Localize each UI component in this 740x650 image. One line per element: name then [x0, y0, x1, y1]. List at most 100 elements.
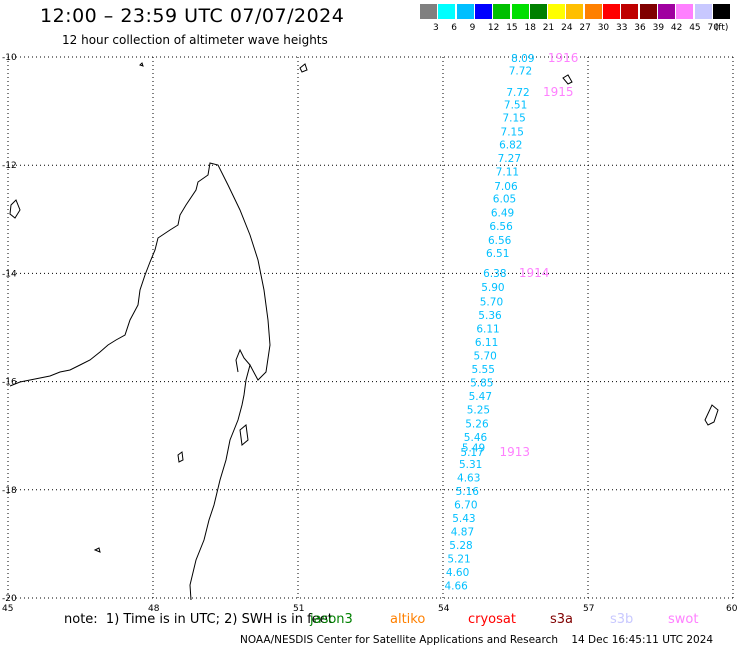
wave-height-label: 7.72 — [509, 66, 532, 78]
legend-swatch — [456, 4, 474, 19]
legend-label: (ft) — [714, 23, 729, 33]
legend-label: 30 — [597, 23, 610, 33]
satellite-label: altiko — [390, 612, 426, 627]
lon-tick-label: 48 — [148, 604, 160, 614]
legend-swatch — [420, 4, 437, 19]
island — [177, 451, 184, 463]
wave-height-label: 6.05 — [493, 194, 516, 206]
legend-swatch — [529, 4, 547, 19]
wave-height-label: 6.56 — [489, 221, 513, 233]
satellite-label: s3b — [610, 612, 634, 627]
wave-height-label: 5.25 — [467, 405, 490, 417]
lon-tick-label: 45 — [2, 604, 13, 614]
wave-height-label: 7.11 — [496, 167, 519, 179]
wave-height-label: 6.11 — [476, 324, 499, 336]
island — [704, 404, 719, 426]
lat-tick-label: -16 — [2, 378, 17, 388]
satellite-label: cryosat — [468, 612, 516, 627]
lat-tick-label: -14 — [2, 269, 17, 279]
wave-height-label: 5.90 — [481, 282, 504, 294]
legend-label: 15 — [506, 23, 518, 33]
footer-note: note: 1) Time is in UTC; 2) SWH is in fe… — [64, 612, 333, 627]
wave-height-labels: 8.097.727.727.517.157.156.827.277.117.06… — [444, 53, 534, 592]
wave-height-label: 5.47 — [469, 391, 492, 403]
wave-height-label: 4.60 — [446, 567, 469, 579]
legend-label: 39 — [652, 23, 665, 33]
legend-label: 12 — [487, 23, 500, 33]
mainland-coast — [9, 162, 271, 601]
legend-swatch — [438, 4, 456, 19]
island — [9, 199, 21, 219]
track-label: 1914 — [519, 266, 550, 280]
wave-height-label: 5.36 — [478, 310, 502, 322]
track-labels: 1916 1915 1914 1913 — [500, 51, 579, 459]
legend-label: 6 — [451, 23, 458, 33]
satellite-label: jason3 — [310, 612, 353, 627]
lat-lon-grid — [7, 56, 734, 599]
legend-swatch — [694, 4, 712, 19]
legend-label: 18 — [524, 23, 536, 33]
wave-height-label: 5.70 — [480, 297, 503, 309]
wave-height-label: 4.63 — [457, 472, 480, 484]
wave-height-label: 5.49 — [462, 443, 485, 455]
wave-height-label: 7.15 — [501, 127, 524, 139]
legend-swatch — [712, 4, 730, 19]
wave-height-label: 7.15 — [502, 113, 525, 125]
lon-tick-label: 51 — [293, 604, 304, 614]
legend-label: 3 — [433, 23, 439, 33]
wave-height-label: 5.28 — [449, 540, 472, 552]
lon-tick-label: 60 — [726, 604, 738, 614]
wave-height-label: 5.21 — [447, 554, 470, 566]
lat-tick-label: -20 — [2, 594, 17, 604]
wave-height-label: 6.82 — [499, 140, 522, 152]
wave-height-label: 7.06 — [494, 181, 518, 193]
wave-height-label: 5.46 — [464, 432, 488, 444]
map-title: 12:00 – 23:59 UTC 07/07/2024 — [40, 5, 345, 27]
wave-height-label: 6.49 — [491, 207, 514, 219]
legend-swatch — [474, 4, 492, 19]
legend-label: 70 — [707, 23, 719, 33]
wave-height-label: 4.66 — [444, 581, 468, 593]
map-subtitle: 12 hour collection of altimeter wave hei… — [62, 33, 328, 47]
legend-swatch — [511, 4, 529, 19]
legend-swatch — [657, 4, 675, 19]
satellite-label: swot — [668, 612, 699, 627]
legend-label: 45 — [689, 23, 701, 33]
island — [93, 547, 101, 553]
coastline — [9, 62, 719, 601]
island — [562, 74, 573, 85]
legend-label: 33 — [616, 23, 628, 33]
island — [239, 424, 249, 446]
wave-height-label: 6.70 — [454, 499, 477, 511]
legend-swatch — [639, 4, 657, 19]
track-label: 1913 — [500, 445, 531, 459]
legend-label: 21 — [542, 23, 555, 33]
wave-height-label: 5.26 — [465, 418, 489, 430]
wave-height-label: 7.27 — [498, 153, 521, 165]
wave-height-label: 5.31 — [459, 459, 482, 471]
wave-height-label: 6.38 — [483, 268, 506, 280]
wave-height-label: 6.56 — [488, 235, 512, 247]
credit-line: NOAA/NESDIS Center for Satellite Applica… — [240, 634, 714, 646]
legend-label: 36 — [634, 23, 646, 33]
legend-label: 9 — [469, 23, 476, 33]
wave-height-label: 5.43 — [452, 513, 475, 525]
bay-coast — [235, 348, 251, 373]
wave-height-label: 5.85 — [470, 378, 493, 390]
legend-swatch — [548, 4, 566, 19]
wave-height-label: 5.16 — [456, 486, 480, 498]
wave-height-label: 4.87 — [451, 526, 474, 538]
legend-label: 27 — [579, 23, 591, 33]
wave-height-label: 6.11 — [475, 337, 498, 349]
wave-height-label: 7.72 — [506, 87, 529, 99]
wave-height-label: 5.55 — [472, 364, 495, 376]
track-label: 1915 — [543, 85, 574, 99]
lat-tick-label: -12 — [2, 161, 17, 171]
legend-swatch — [603, 4, 620, 19]
legend-swatch — [676, 4, 694, 19]
lat-tick-label: -18 — [2, 486, 17, 496]
lon-tick-label: 54 — [438, 604, 450, 614]
lat-tick-label: -10 — [2, 53, 17, 63]
